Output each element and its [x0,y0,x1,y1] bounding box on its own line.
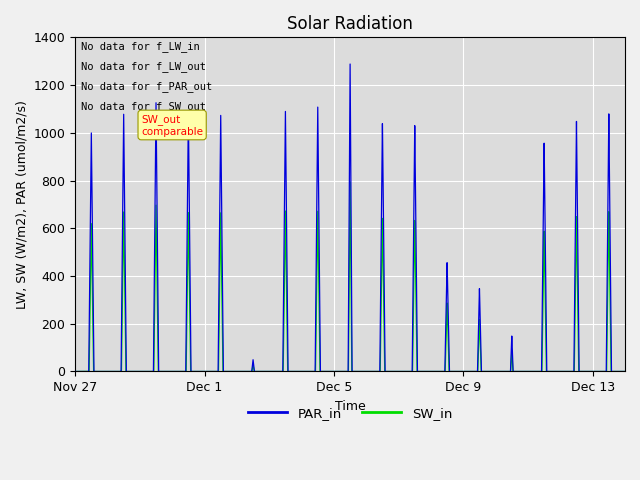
Text: No data for f_SW_out: No data for f_SW_out [81,101,205,112]
Legend: PAR_in, SW_in: PAR_in, SW_in [243,401,458,425]
Title: Solar Radiation: Solar Radiation [287,15,413,33]
Text: No data for f_LW_in: No data for f_LW_in [81,41,200,51]
Y-axis label: LW, SW (W/m2), PAR (umol/m2/s): LW, SW (W/m2), PAR (umol/m2/s) [15,100,28,309]
Text: No data for f_LW_out: No data for f_LW_out [81,61,205,72]
X-axis label: Time: Time [335,400,365,413]
Text: No data for f_PAR_out: No data for f_PAR_out [81,81,212,92]
Text: SW_out
comparable: SW_out comparable [141,114,203,137]
